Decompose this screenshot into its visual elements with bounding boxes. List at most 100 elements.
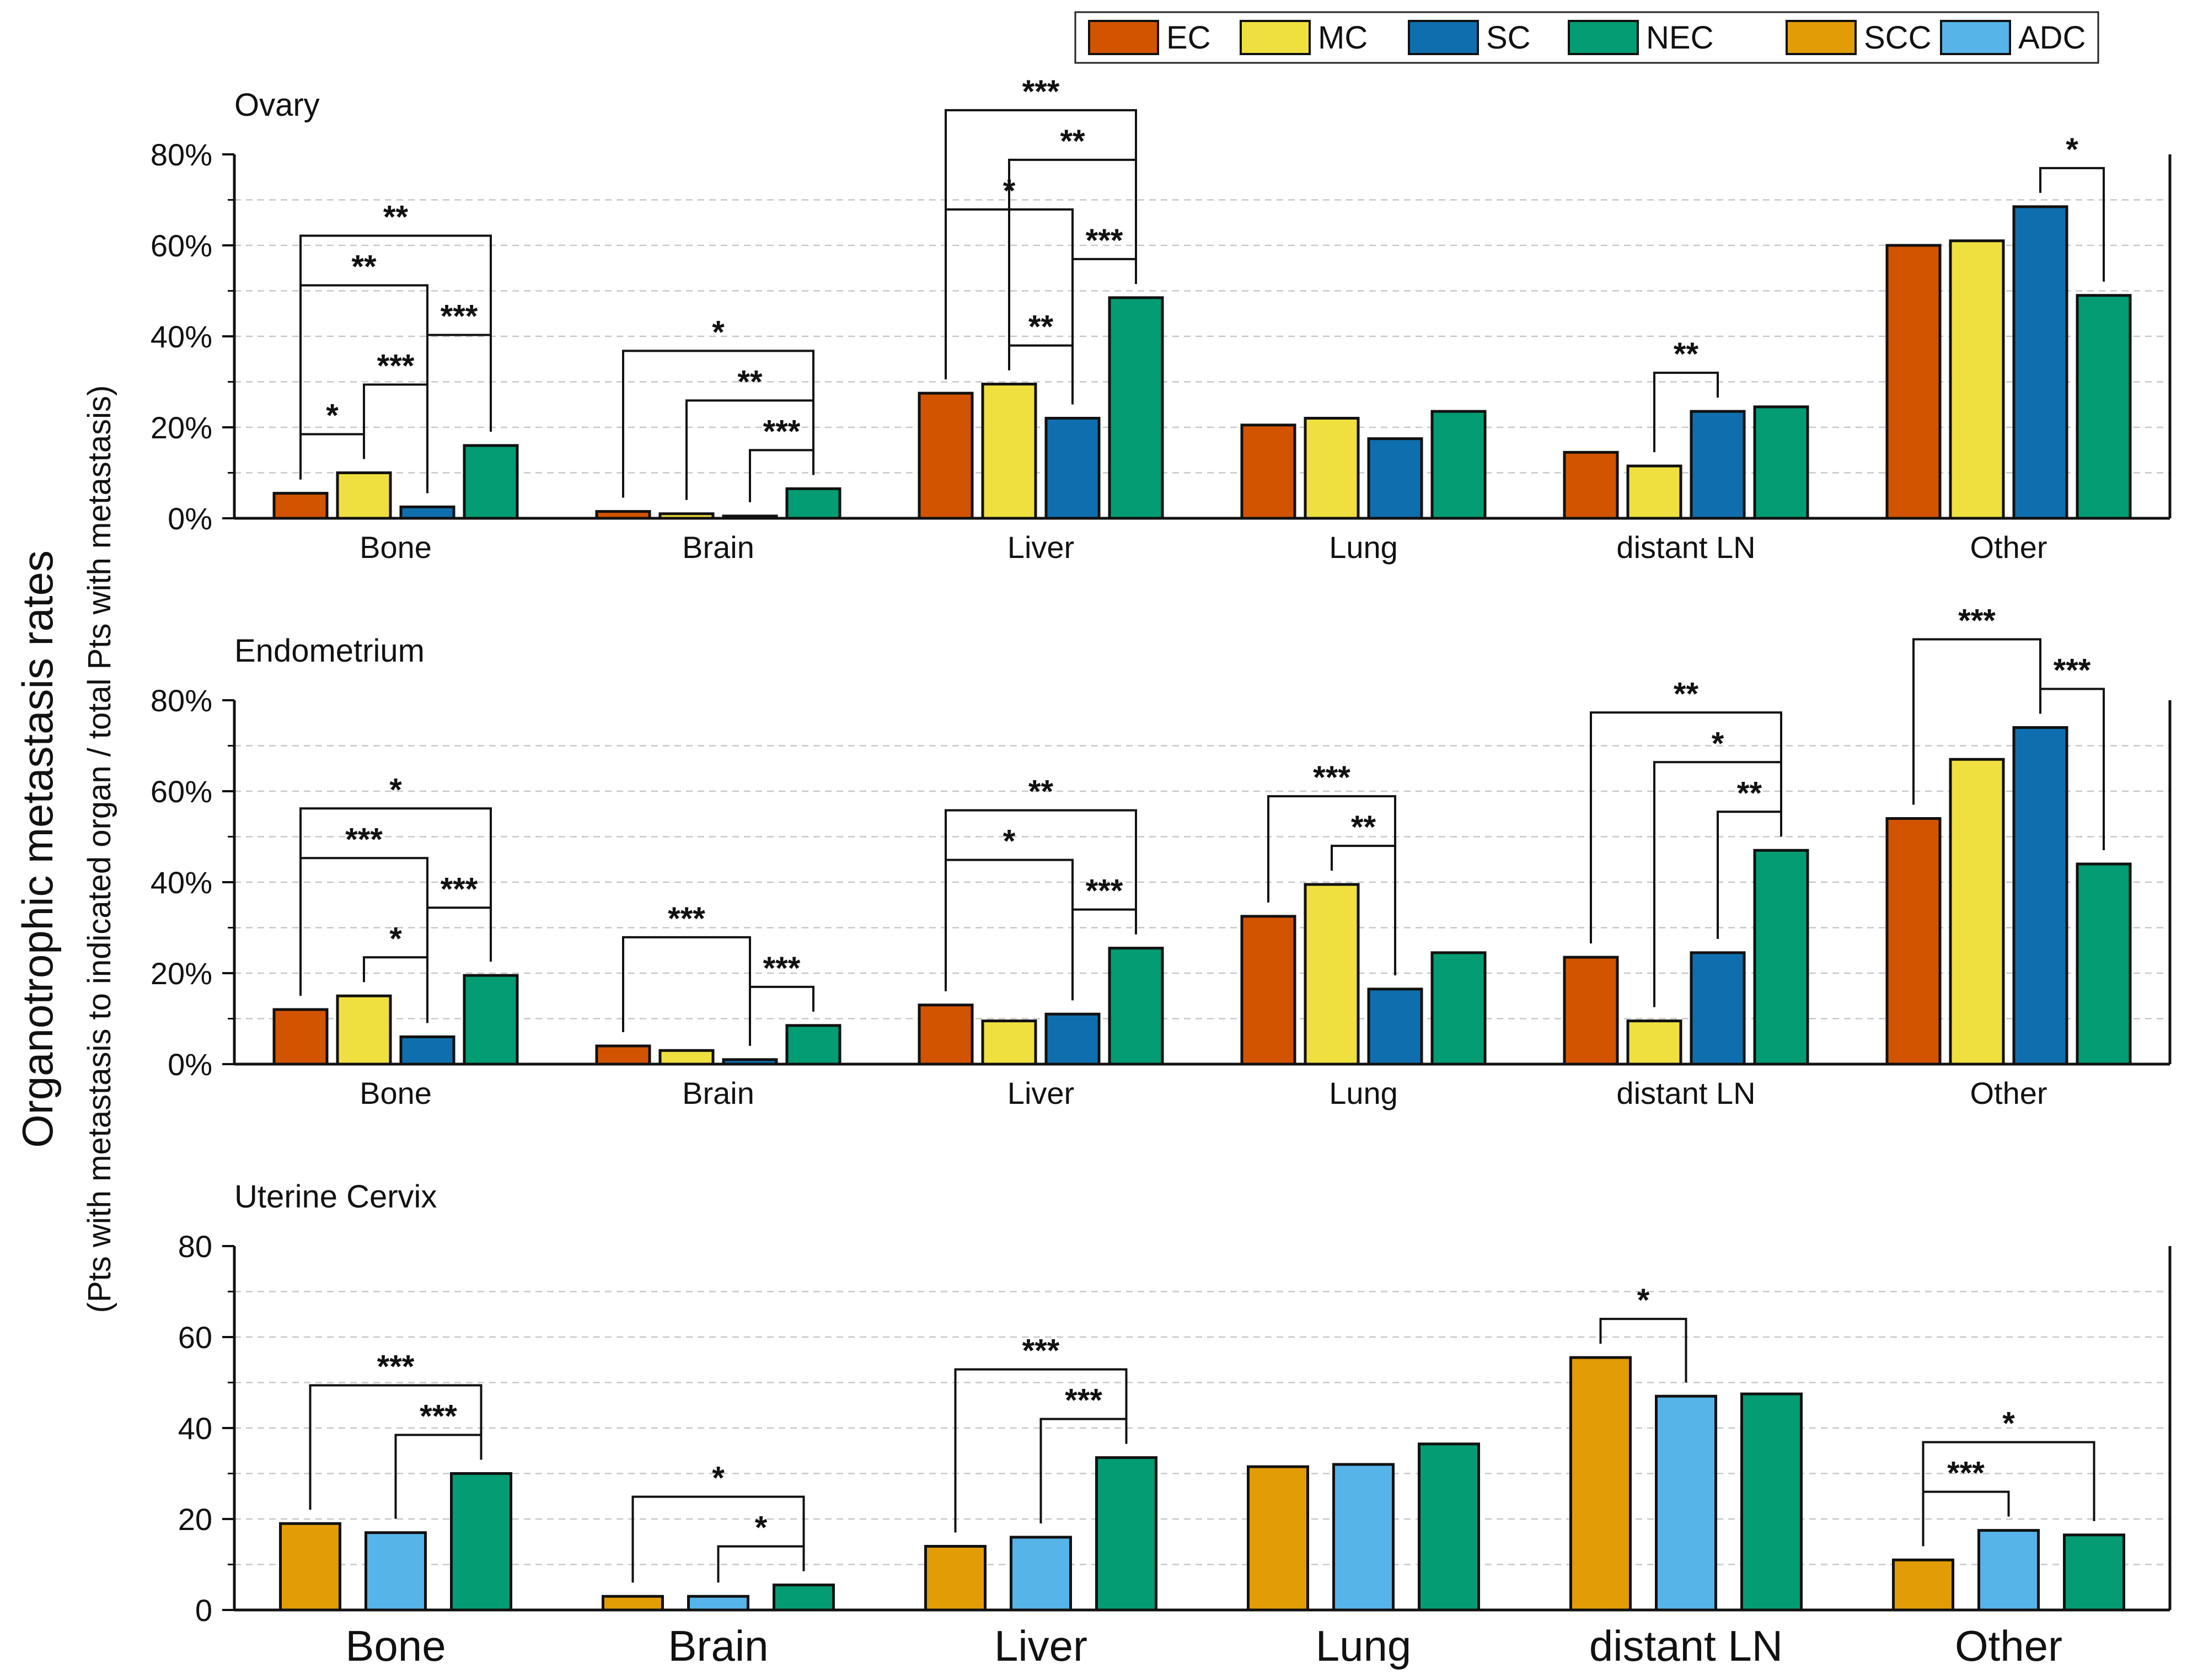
y-tick-label: 60% xyxy=(151,774,212,809)
bar-distant-ln-mc xyxy=(1626,464,1682,520)
y-tick-label: 20 xyxy=(178,1502,212,1537)
y-tick-label: 80 xyxy=(178,1229,212,1264)
significance-label: * xyxy=(389,921,402,957)
significance-label: ** xyxy=(1028,309,1054,345)
significance-bracket xyxy=(622,936,751,1046)
significance-bone-ec-nec: * xyxy=(299,772,492,996)
panel-uterine-cervix: Uterine Cervix 0 20 40 60 80 Bone Brain Liver Lun… xyxy=(178,1179,2172,1670)
y-tick-label: 60% xyxy=(151,228,212,263)
significance-label: ** xyxy=(1737,775,1762,811)
significance-distant-ln-ec-nec: ** xyxy=(1590,676,1782,944)
significance-bracket xyxy=(299,234,492,480)
y-tick-label: 80% xyxy=(151,137,212,172)
significance-bracket xyxy=(309,1384,483,1510)
bar-group-bone xyxy=(272,444,519,520)
y-axis-title: Organotrophic metastasis rates xyxy=(13,550,62,1148)
bar-liver-mc xyxy=(981,383,1037,520)
significance-label: * xyxy=(326,398,339,434)
bar-brain-nec xyxy=(773,1584,835,1612)
significance-other-scc-nec: * xyxy=(1922,1406,2095,1547)
significance-other-sc-nec: *** xyxy=(2039,653,2105,850)
bar-liver-adc xyxy=(1010,1536,1072,1612)
significance-bone-ec-nec: ** xyxy=(299,200,492,480)
significance-bone-mc-sc: *** xyxy=(363,348,428,493)
significance-bracket xyxy=(1267,795,1396,975)
bar-brain-ec xyxy=(595,1044,651,1066)
significance-bracket xyxy=(945,109,1137,380)
bar-brain-nec xyxy=(785,487,841,520)
legend-swatch-adc xyxy=(1940,20,2011,55)
x-tick-label-lung: Lung xyxy=(1316,1622,1412,1670)
bar-liver-ec xyxy=(918,391,974,520)
significance-label: *** xyxy=(1947,1456,1985,1491)
panel-title: Endometrium xyxy=(234,633,425,669)
significance-label: *** xyxy=(1022,1333,1060,1369)
bar-liver-nec xyxy=(1095,1456,1157,1612)
bar-liver-sc xyxy=(1044,1012,1101,1066)
significance-label: * xyxy=(755,1510,768,1546)
x-tick-label-distant-ln: distant LN xyxy=(1616,530,1755,565)
significance-label: * xyxy=(1003,824,1016,860)
bar-liver-scc xyxy=(924,1545,987,1612)
bar-group-distant-ln xyxy=(1569,1356,1803,1612)
significance-brain-ec-nec: * xyxy=(622,314,814,498)
bar-lung-nec xyxy=(1430,951,1487,1066)
bar-distant-ln-sc xyxy=(1690,951,1746,1066)
bar-group-brain xyxy=(595,487,841,520)
significance-liver-ec-nec: ** xyxy=(945,774,1137,991)
bar-group-distant-ln xyxy=(1563,405,1809,520)
significance-label: *** xyxy=(420,1399,457,1435)
bar-other-sc xyxy=(2012,205,2068,520)
x-tick-label-liver: Liver xyxy=(1007,1076,1074,1110)
significance-label: ** xyxy=(383,200,409,235)
bar-group-liver xyxy=(924,1456,1157,1612)
x-tick-label-distant-ln: distant LN xyxy=(1589,1622,1783,1670)
bar-lung-mc xyxy=(1304,883,1360,1066)
bar-group-brain xyxy=(595,1024,841,1066)
bar-other-mc xyxy=(1949,758,2005,1066)
significance-label: *** xyxy=(1313,760,1350,796)
bar-group-lung xyxy=(1240,410,1487,520)
y-tick-label: 20% xyxy=(151,410,212,445)
bar-group-other xyxy=(1885,205,2132,520)
chart-panels: Ovary 0% 20% 40% 60% 80% Bone Brain Liver Lung dis… xyxy=(151,74,2172,1670)
panel-title: Uterine Cervix xyxy=(234,1179,437,1215)
significance-bracket xyxy=(631,1495,805,1583)
significance-label: *** xyxy=(2054,653,2091,689)
significance-label: * xyxy=(1637,1282,1650,1318)
y-tick-label: 60 xyxy=(178,1320,212,1355)
significance-bracket xyxy=(1922,1441,2095,1547)
bar-group-lung xyxy=(1247,1442,1480,1612)
bar-group-bone xyxy=(272,974,519,1066)
x-tick-label-bone: Bone xyxy=(345,1622,446,1670)
x-tick-label-lung: Lung xyxy=(1329,530,1398,565)
bar-lung-nec xyxy=(1418,1442,1480,1612)
significance-bone-ec-mc: * xyxy=(299,398,365,480)
bar-group-liver xyxy=(918,296,1164,520)
significance-distant-ln-scc-adc: * xyxy=(1599,1282,1687,1383)
bar-lung-nec xyxy=(1430,410,1487,520)
significance-label: *** xyxy=(763,951,801,986)
significance-label: ** xyxy=(1028,774,1054,810)
significance-label: * xyxy=(2002,1406,2015,1442)
significance-liver-scc-nec: *** xyxy=(954,1333,1128,1533)
bar-lung-sc xyxy=(1367,437,1423,520)
y-tick-label: 0% xyxy=(168,1047,212,1082)
significance-bracket xyxy=(2039,167,2105,282)
panel-endometrium: Endometrium 0% 20% 40% 60% 80% Bone Brain Liver L… xyxy=(151,603,2172,1110)
significance-label: *** xyxy=(1065,1383,1102,1419)
bar-lung-scc xyxy=(1247,1465,1309,1612)
significance-distant-ln-mc-sc: ** xyxy=(1653,336,1719,453)
bar-distant-ln-ec xyxy=(1563,956,1619,1066)
x-tick-label-bone: Bone xyxy=(360,530,432,565)
legend-label-scc: SCC xyxy=(1864,20,1931,56)
legend-swatch-sc xyxy=(1408,20,1479,55)
bar-other-adc xyxy=(1977,1529,2040,1612)
significance-label: * xyxy=(2066,132,2078,168)
legend-swatch-mc xyxy=(1240,20,1311,55)
significance-bracket xyxy=(954,1368,1128,1533)
bar-group-other xyxy=(1892,1529,2125,1612)
bar-liver-nec xyxy=(1108,947,1164,1066)
x-tick-label-brain: Brain xyxy=(668,1622,768,1670)
legend-label-mc: MC xyxy=(1318,20,1368,56)
